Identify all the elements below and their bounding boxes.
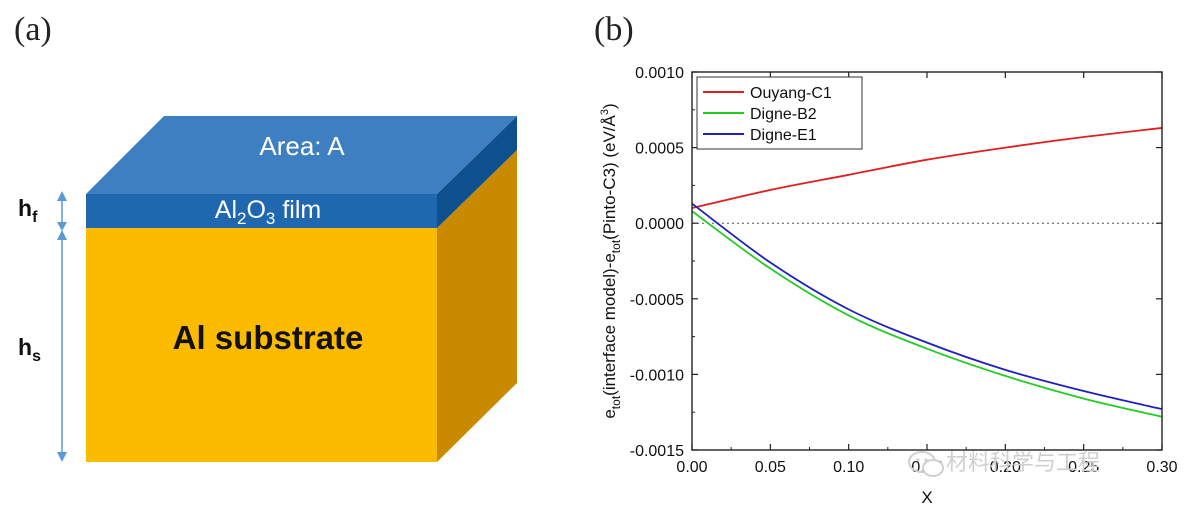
hs-arrow-head-top <box>57 230 67 240</box>
y-tick-label: -0.0005 <box>630 292 684 309</box>
legend: Ouyang-C1 Digne-B2 Digne-E1 <box>696 76 863 150</box>
x-tick-label: 0.00 <box>676 459 707 476</box>
x-tick-label: 0.20 <box>990 459 1021 476</box>
hf-arrow-head-top <box>57 191 67 201</box>
panel-b-label: (b) <box>594 11 634 48</box>
y-tick-label: 0.0000 <box>635 216 684 233</box>
x-tick-label: 0.30 <box>1146 459 1177 476</box>
legend-label: Digne-B2 <box>750 106 817 123</box>
diagram-slab: Area: A Al2O3 film Al substrate <box>86 116 517 462</box>
substrate-front-face <box>86 228 437 462</box>
substrate-label: Al substrate <box>173 319 364 356</box>
x-tick-label: 0.05 <box>755 459 786 476</box>
tick-layer: 0.000.050.100.150.200.250.300.00100.0005… <box>630 65 1178 476</box>
x-tick-label: 0.10 <box>833 459 864 476</box>
substrate-side-face <box>437 150 517 462</box>
legend-label: Digne-E1 <box>750 127 817 144</box>
panel-a-label: (a) <box>14 11 52 48</box>
film-side-face <box>437 116 517 228</box>
series-line-ouyang-c1 <box>691 127 1163 209</box>
wechat-icon <box>908 451 944 477</box>
series-layer <box>691 127 1163 418</box>
y-tick-label: 0.0010 <box>635 65 684 82</box>
y-tick-label: 0.0005 <box>635 141 684 158</box>
y-tick-label: -0.0010 <box>630 367 684 384</box>
chart: 0.000.050.100.150.200.250.300.00100.0005… <box>599 65 1178 507</box>
film-label: Al2O3 film <box>215 196 321 228</box>
area-label: Area: A <box>259 131 345 161</box>
legend-label: Ouyang-C1 <box>750 85 832 102</box>
film-front-face <box>86 194 437 228</box>
y-tick-label: -0.0015 <box>630 443 684 460</box>
dimension-arrows <box>57 191 67 462</box>
series-line-digne-b2 <box>691 210 1163 418</box>
hf-label: hf <box>18 195 38 226</box>
x-axis-title: X <box>921 488 932 507</box>
hs-label: hs <box>18 334 41 365</box>
watermark: 材料科学与工程 <box>908 451 1100 477</box>
film-top-face <box>86 116 517 194</box>
x-tick-label: 0.25 <box>1068 459 1099 476</box>
hs-arrow-head-bottom <box>57 452 67 462</box>
y-axis-title: etot(interface model)-etot(Pinto-C3) (eV… <box>599 103 623 418</box>
hf-arrow-head-bottom <box>57 222 67 231</box>
series-line-digne-e1 <box>691 202 1163 411</box>
watermark-text: 材料科学与工程 <box>946 451 1100 476</box>
